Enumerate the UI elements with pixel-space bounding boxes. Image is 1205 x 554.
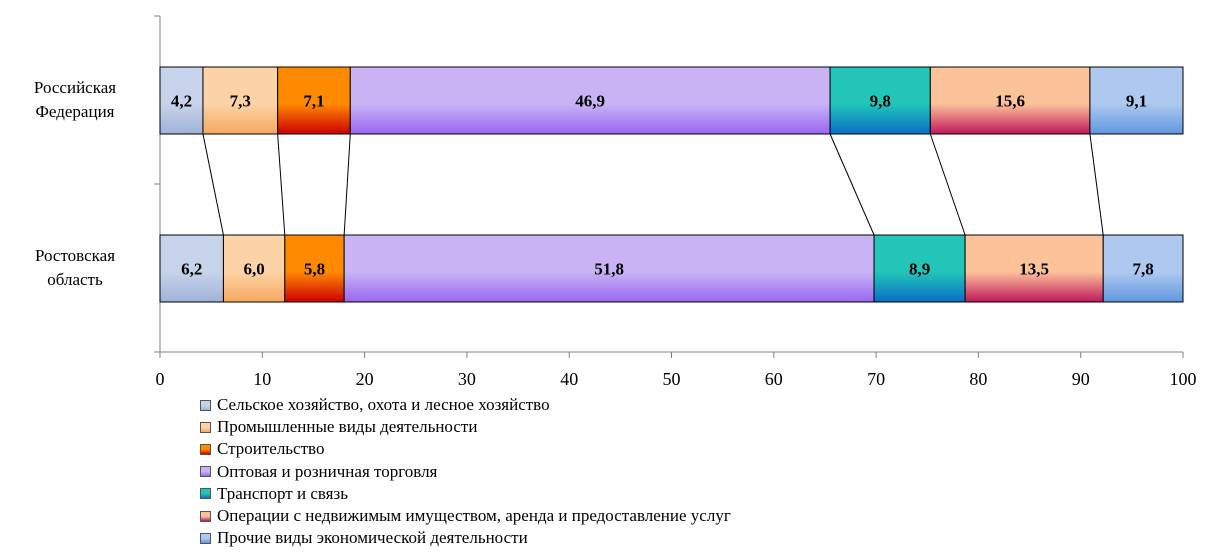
legend-swatch xyxy=(200,443,211,455)
data-label: 46,9 xyxy=(575,92,605,111)
bar-segment xyxy=(222,234,286,303)
legend: Сельское хозяйство, охота и лесное хозяй… xyxy=(200,394,731,549)
category-label: Ростовская область xyxy=(34,246,116,289)
legend-item: Прочие виды экономической деятельности xyxy=(200,527,731,549)
bar-segment xyxy=(829,66,931,135)
x-tick-label: 10 xyxy=(253,369,271,389)
legend-label: Промышленные виды деятельности xyxy=(217,417,478,437)
legend-item: Оптовая и розничная торговля xyxy=(200,461,731,483)
series-line xyxy=(277,133,286,236)
legend-item: Операции с недвижимым имуществом, аренда… xyxy=(200,505,731,527)
data-label: 9,1 xyxy=(1126,92,1147,111)
legend-label: Операции с недвижимым имуществом, аренда… xyxy=(217,506,731,526)
bar-segment xyxy=(1089,66,1184,135)
bars: 4,2 7,3 7,1 46,9 9,8 15,6 9,1 6,2 6,0 5,8 51,8 8,9 1… xyxy=(159,66,1184,303)
data-label: 6,0 xyxy=(243,260,264,279)
data-label: 4,2 xyxy=(171,92,192,111)
legend-swatch xyxy=(200,510,211,522)
data-label: 7,3 xyxy=(230,92,251,111)
series-lines xyxy=(202,133,1104,236)
x-tick-label: 80 xyxy=(969,369,987,389)
x-tick-label: 0 xyxy=(156,369,165,389)
bar-segment xyxy=(159,234,224,303)
x-tick-label: 60 xyxy=(765,369,783,389)
legend-item: Строительство xyxy=(200,438,731,460)
legend-label: Прочие виды экономической деятельности xyxy=(217,528,528,548)
series-line xyxy=(202,133,224,236)
legend-label: Сельское хозяйство, охота и лесное хозяй… xyxy=(217,395,550,415)
bar-segment xyxy=(284,234,345,303)
data-label: 9,8 xyxy=(870,92,891,111)
x-tick-label: 30 xyxy=(458,369,476,389)
x-tick-label: 70 xyxy=(867,369,885,389)
x-tick-label: 50 xyxy=(663,369,681,389)
x-ticks: 0 10 20 30 40 50 60 70 80 90 100 xyxy=(156,352,1197,389)
bar-segment xyxy=(964,234,1104,303)
legend-item: Промышленные виды деятельности xyxy=(200,416,731,438)
legend-item: Сельское хозяйство, охота и лесное хозяй… xyxy=(200,394,731,416)
bar-segment xyxy=(929,66,1091,135)
bar-segment xyxy=(873,234,966,303)
data-label: 7,1 xyxy=(303,92,324,111)
data-label: 6,2 xyxy=(181,260,202,279)
series-line xyxy=(343,133,351,236)
x-tick-label: 20 xyxy=(356,369,374,389)
data-label: 8,9 xyxy=(909,260,930,279)
legend-label: Строительство xyxy=(217,439,325,459)
bar-segment xyxy=(277,66,351,135)
bar-segment xyxy=(159,66,204,135)
x-tick-label: 90 xyxy=(1072,369,1090,389)
legend-item: Транспорт и связь xyxy=(200,483,731,505)
x-tick-label: 40 xyxy=(560,369,578,389)
series-line xyxy=(929,133,966,236)
data-label: 51,8 xyxy=(594,260,624,279)
data-label: 7,8 xyxy=(1132,260,1153,279)
data-label: 13,5 xyxy=(1019,260,1049,279)
data-label: 5,8 xyxy=(304,260,325,279)
bar-segment xyxy=(202,66,279,135)
data-label: 15,6 xyxy=(995,92,1025,111)
bar-segment xyxy=(1102,234,1184,303)
legend-swatch xyxy=(200,532,211,544)
x-tick-label: 100 xyxy=(1170,369,1197,389)
legend-swatch xyxy=(200,399,211,411)
legend-swatch xyxy=(200,488,211,500)
legend-label: Транспорт и связь xyxy=(217,483,348,503)
series-line xyxy=(1089,133,1104,236)
category-label: Российская Федерация xyxy=(33,78,117,121)
legend-swatch xyxy=(200,421,211,433)
legend-label: Оптовая и розничная торговля xyxy=(217,461,438,481)
legend-swatch xyxy=(200,466,211,478)
series-line xyxy=(829,133,875,236)
bar-segment xyxy=(349,66,831,135)
